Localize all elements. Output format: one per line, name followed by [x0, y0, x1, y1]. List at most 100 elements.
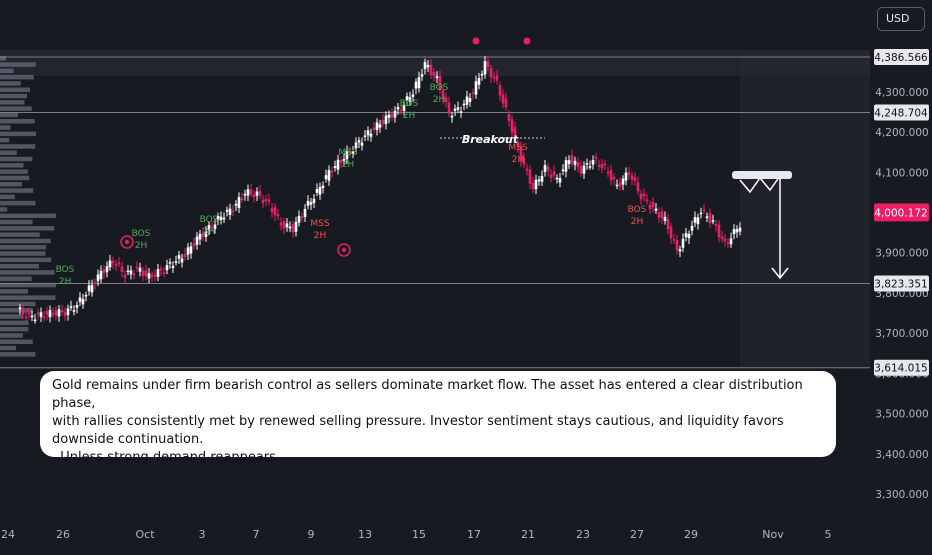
candle-body	[402, 104, 406, 111]
candle-body	[588, 166, 592, 168]
candle-body	[66, 308, 70, 316]
volume-profile-bar	[0, 352, 36, 357]
candle-body	[687, 233, 691, 239]
candle-body	[267, 199, 271, 202]
volume-profile-bar	[0, 125, 11, 130]
candle-body	[246, 189, 250, 196]
analysis-note: Gold remains under firm bearish control …	[40, 371, 836, 465]
structure-label: MSS	[508, 143, 527, 153]
candle-body	[651, 201, 655, 208]
candle-body	[738, 227, 742, 232]
candle-body	[129, 270, 133, 275]
y-tick-label: 3,400.000	[875, 449, 928, 461]
candle-body	[396, 107, 400, 110]
volume-profile-bar	[0, 169, 28, 174]
candle-body	[696, 217, 700, 225]
candle-body	[255, 191, 259, 196]
candle-body	[108, 260, 112, 268]
structure-label: BOS	[400, 99, 419, 109]
volume-profile-bar	[0, 131, 36, 137]
candle-body	[147, 273, 151, 279]
structure-label: 2H	[512, 155, 525, 165]
currency-selector[interactable]: USD	[877, 7, 925, 31]
x-tick-label: 9	[308, 528, 315, 541]
candle-body	[24, 316, 28, 319]
candle-body	[306, 200, 310, 206]
candle-body	[237, 197, 241, 208]
structure-label: BOS	[132, 229, 151, 239]
candle-body	[321, 185, 325, 188]
x-tick-label: 23	[576, 528, 590, 541]
candle-body	[204, 231, 208, 237]
volume-profile-bar	[0, 308, 33, 313]
volume-profile-bar	[0, 301, 36, 307]
candle-body	[726, 242, 730, 244]
candle-body	[516, 142, 520, 148]
volume-profile-bar	[0, 213, 56, 218]
candle-body	[705, 216, 709, 218]
volume-profile-bar	[0, 339, 33, 344]
candle-body	[429, 64, 433, 75]
candle-body	[225, 210, 229, 212]
candle-body	[624, 172, 628, 181]
candle-body	[33, 319, 37, 322]
candle-body	[264, 199, 268, 201]
price-level-badge-label: 3,614.015	[874, 363, 927, 375]
volume-profile-bar	[0, 289, 29, 294]
candle-body	[729, 238, 733, 245]
candle-body	[660, 211, 664, 219]
y-tick-label: 3,900.000	[875, 248, 928, 260]
candle-body	[630, 175, 634, 180]
circle-marker-dot	[342, 248, 346, 252]
candle-body	[717, 224, 721, 238]
candle-body	[156, 269, 160, 277]
candle-body	[600, 163, 604, 169]
x-tick-label: Oct	[135, 528, 155, 541]
price-level-badge	[874, 104, 929, 121]
volume-profile-bar	[0, 219, 33, 225]
volume-profile-bar	[0, 62, 36, 67]
candle-body	[519, 145, 523, 162]
candle-body	[576, 162, 580, 168]
candle-body	[558, 178, 562, 183]
candle-body	[87, 285, 91, 292]
candle-body	[180, 258, 184, 263]
volume-profile-bar	[0, 295, 56, 300]
candle-body	[408, 97, 412, 102]
current-price-badge	[874, 203, 929, 222]
candle-body	[378, 124, 382, 128]
price-level-badge	[874, 359, 929, 376]
candle-body	[555, 177, 559, 180]
volume-profile-bar	[0, 333, 23, 338]
candle-body	[144, 270, 148, 276]
candle-body	[702, 209, 706, 212]
candle-body	[99, 270, 103, 280]
candle-body	[258, 190, 262, 196]
candle-body	[423, 62, 427, 69]
candle-body	[492, 76, 496, 79]
candle-body	[585, 163, 589, 165]
candle-body	[375, 122, 379, 130]
candle-body	[507, 114, 511, 121]
candle-body	[732, 229, 736, 235]
candle-body	[279, 222, 283, 226]
supply-zone	[0, 50, 870, 76]
candle-body	[72, 310, 76, 312]
candle-body	[351, 151, 355, 154]
candle-body	[594, 156, 598, 159]
volume-profile-bar	[0, 100, 25, 105]
candle-body	[276, 214, 280, 216]
candle-body	[534, 179, 538, 190]
candle-body	[711, 220, 715, 222]
candle-body	[474, 81, 478, 95]
candle-body	[384, 115, 388, 125]
candle-body	[30, 315, 34, 318]
candle-body	[714, 224, 718, 227]
candle-body	[354, 142, 358, 149]
candle-body	[543, 165, 547, 172]
candle-body	[531, 182, 535, 190]
volume-profile-bar	[0, 188, 34, 193]
candle-body	[462, 103, 466, 106]
